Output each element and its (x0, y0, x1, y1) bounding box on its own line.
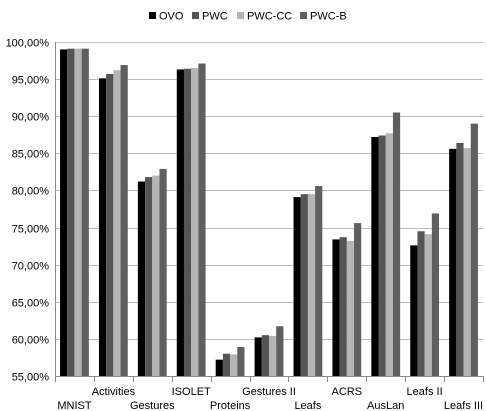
bar-ovo-isolet (176, 69, 184, 377)
bars (60, 48, 478, 377)
bar-pwc-leafs-ii (417, 231, 425, 376)
x-category-label: ACRS (332, 386, 363, 398)
y-tick-label: 100,00% (6, 38, 50, 50)
bar-pwc-acrs (339, 237, 347, 376)
bar-pwc-cc-acrs (346, 240, 355, 376)
bar-pwc-proteins (222, 353, 231, 376)
bar-ovo-acrs (332, 239, 340, 376)
legend-swatch-pwc (192, 12, 199, 19)
bar-pwc-gestures-ii (261, 335, 269, 376)
bar-pwc-cc-leafs-ii (424, 234, 432, 376)
bar-ovo-leafs-iii (449, 148, 457, 376)
bar-pwc-b-leafs-ii (431, 213, 440, 376)
y-tick-label: 75,00% (12, 224, 50, 236)
bar-pwc-leafs-iii (456, 142, 464, 376)
bar-pwc-cc-mnist (74, 48, 82, 377)
y-axis: 55,00% 60,00% 65,00% 70,00% 75,00% 80,00% 85,0… (6, 38, 56, 384)
bar-pwc-auslan (378, 135, 386, 376)
x-category-label: Gestures II (242, 386, 296, 398)
bar-pwc-cc-gestures-ii (269, 335, 277, 376)
legend-label-ovo: OVO (159, 11, 184, 23)
bar-pwc-cc-gestures (152, 175, 160, 376)
bar-ovo-leafs (293, 197, 301, 376)
y-tick-label: 80,00% (12, 186, 50, 198)
bar-pwc-cc-leafs-iii (463, 148, 471, 376)
bar-ovo-auslan (371, 137, 379, 376)
bar-pwc-leafs (300, 194, 308, 376)
bar-pwc-b-isolet (198, 63, 206, 377)
bar-pwc-activities (106, 73, 114, 377)
bar-pwc-b-gestures (159, 168, 167, 376)
bar-pwc-b-gestures-ii (276, 326, 284, 376)
legend-label-pwc-b: PWC-B (310, 11, 347, 23)
bar-pwc-cc-activities (113, 70, 121, 376)
y-tick-label: 95,00% (12, 75, 50, 87)
bar-pwc-cc-leafs (307, 194, 316, 376)
x-category-label: MNIST (57, 400, 92, 411)
legend-label-pwc-cc: PWC-CC (247, 11, 292, 23)
x-category-label: Proteins (210, 400, 251, 411)
y-tick-label: 65,00% (12, 298, 50, 310)
bar-pwc-isolet (183, 68, 192, 376)
bar-pwc-b-mnist (81, 48, 89, 377)
legend: OVO PWC PWC-CC PWC-B (149, 11, 347, 23)
bar-ovo-gestures-ii (254, 337, 262, 376)
bar-pwc-b-leafs (315, 185, 323, 376)
bar-ovo-leafs-ii (410, 245, 418, 376)
bar-pwc-b-leafs-iii (470, 123, 478, 376)
bar-ovo-proteins (215, 359, 223, 376)
legend-swatch-pwc-b (300, 12, 307, 19)
bar-pwc-mnist (67, 48, 75, 377)
y-tick-label: 70,00% (12, 261, 50, 273)
x-category-label: Leafs III (444, 400, 483, 411)
y-tick-label: 90,00% (12, 112, 50, 124)
x-category-label: AusLan (367, 400, 404, 411)
bar-pwc-cc-proteins (230, 354, 238, 376)
x-category-label: ISOLET (172, 386, 211, 398)
bar-pwc-b-proteins (237, 347, 245, 376)
bar-pwc-b-acrs (354, 223, 362, 376)
y-tick-label: 55,00% (12, 372, 50, 384)
x-category-label: Leafs II (407, 386, 443, 398)
bar-pwc-cc-isolet (191, 67, 199, 376)
y-tick-label: 60,00% (12, 335, 50, 347)
y-tick-label: 85,00% (12, 149, 50, 161)
bar-ovo-gestures (137, 181, 146, 376)
bar-ovo-mnist (60, 49, 68, 377)
bar-pwc-gestures (145, 177, 153, 376)
legend-swatch-pwc-cc (237, 12, 244, 19)
x-category-label: Activities (92, 386, 136, 398)
legend-label-pwc: PWC (202, 11, 228, 23)
bar-pwc-b-activities (120, 65, 128, 376)
bar-ovo-activities (98, 78, 107, 377)
bar-pwc-b-auslan (392, 112, 401, 376)
x-category-label: Leafs (294, 400, 321, 411)
bar-pwc-cc-auslan (385, 133, 393, 376)
x-category-label: Gestures (130, 400, 175, 411)
legend-swatch-ovo (149, 12, 156, 19)
